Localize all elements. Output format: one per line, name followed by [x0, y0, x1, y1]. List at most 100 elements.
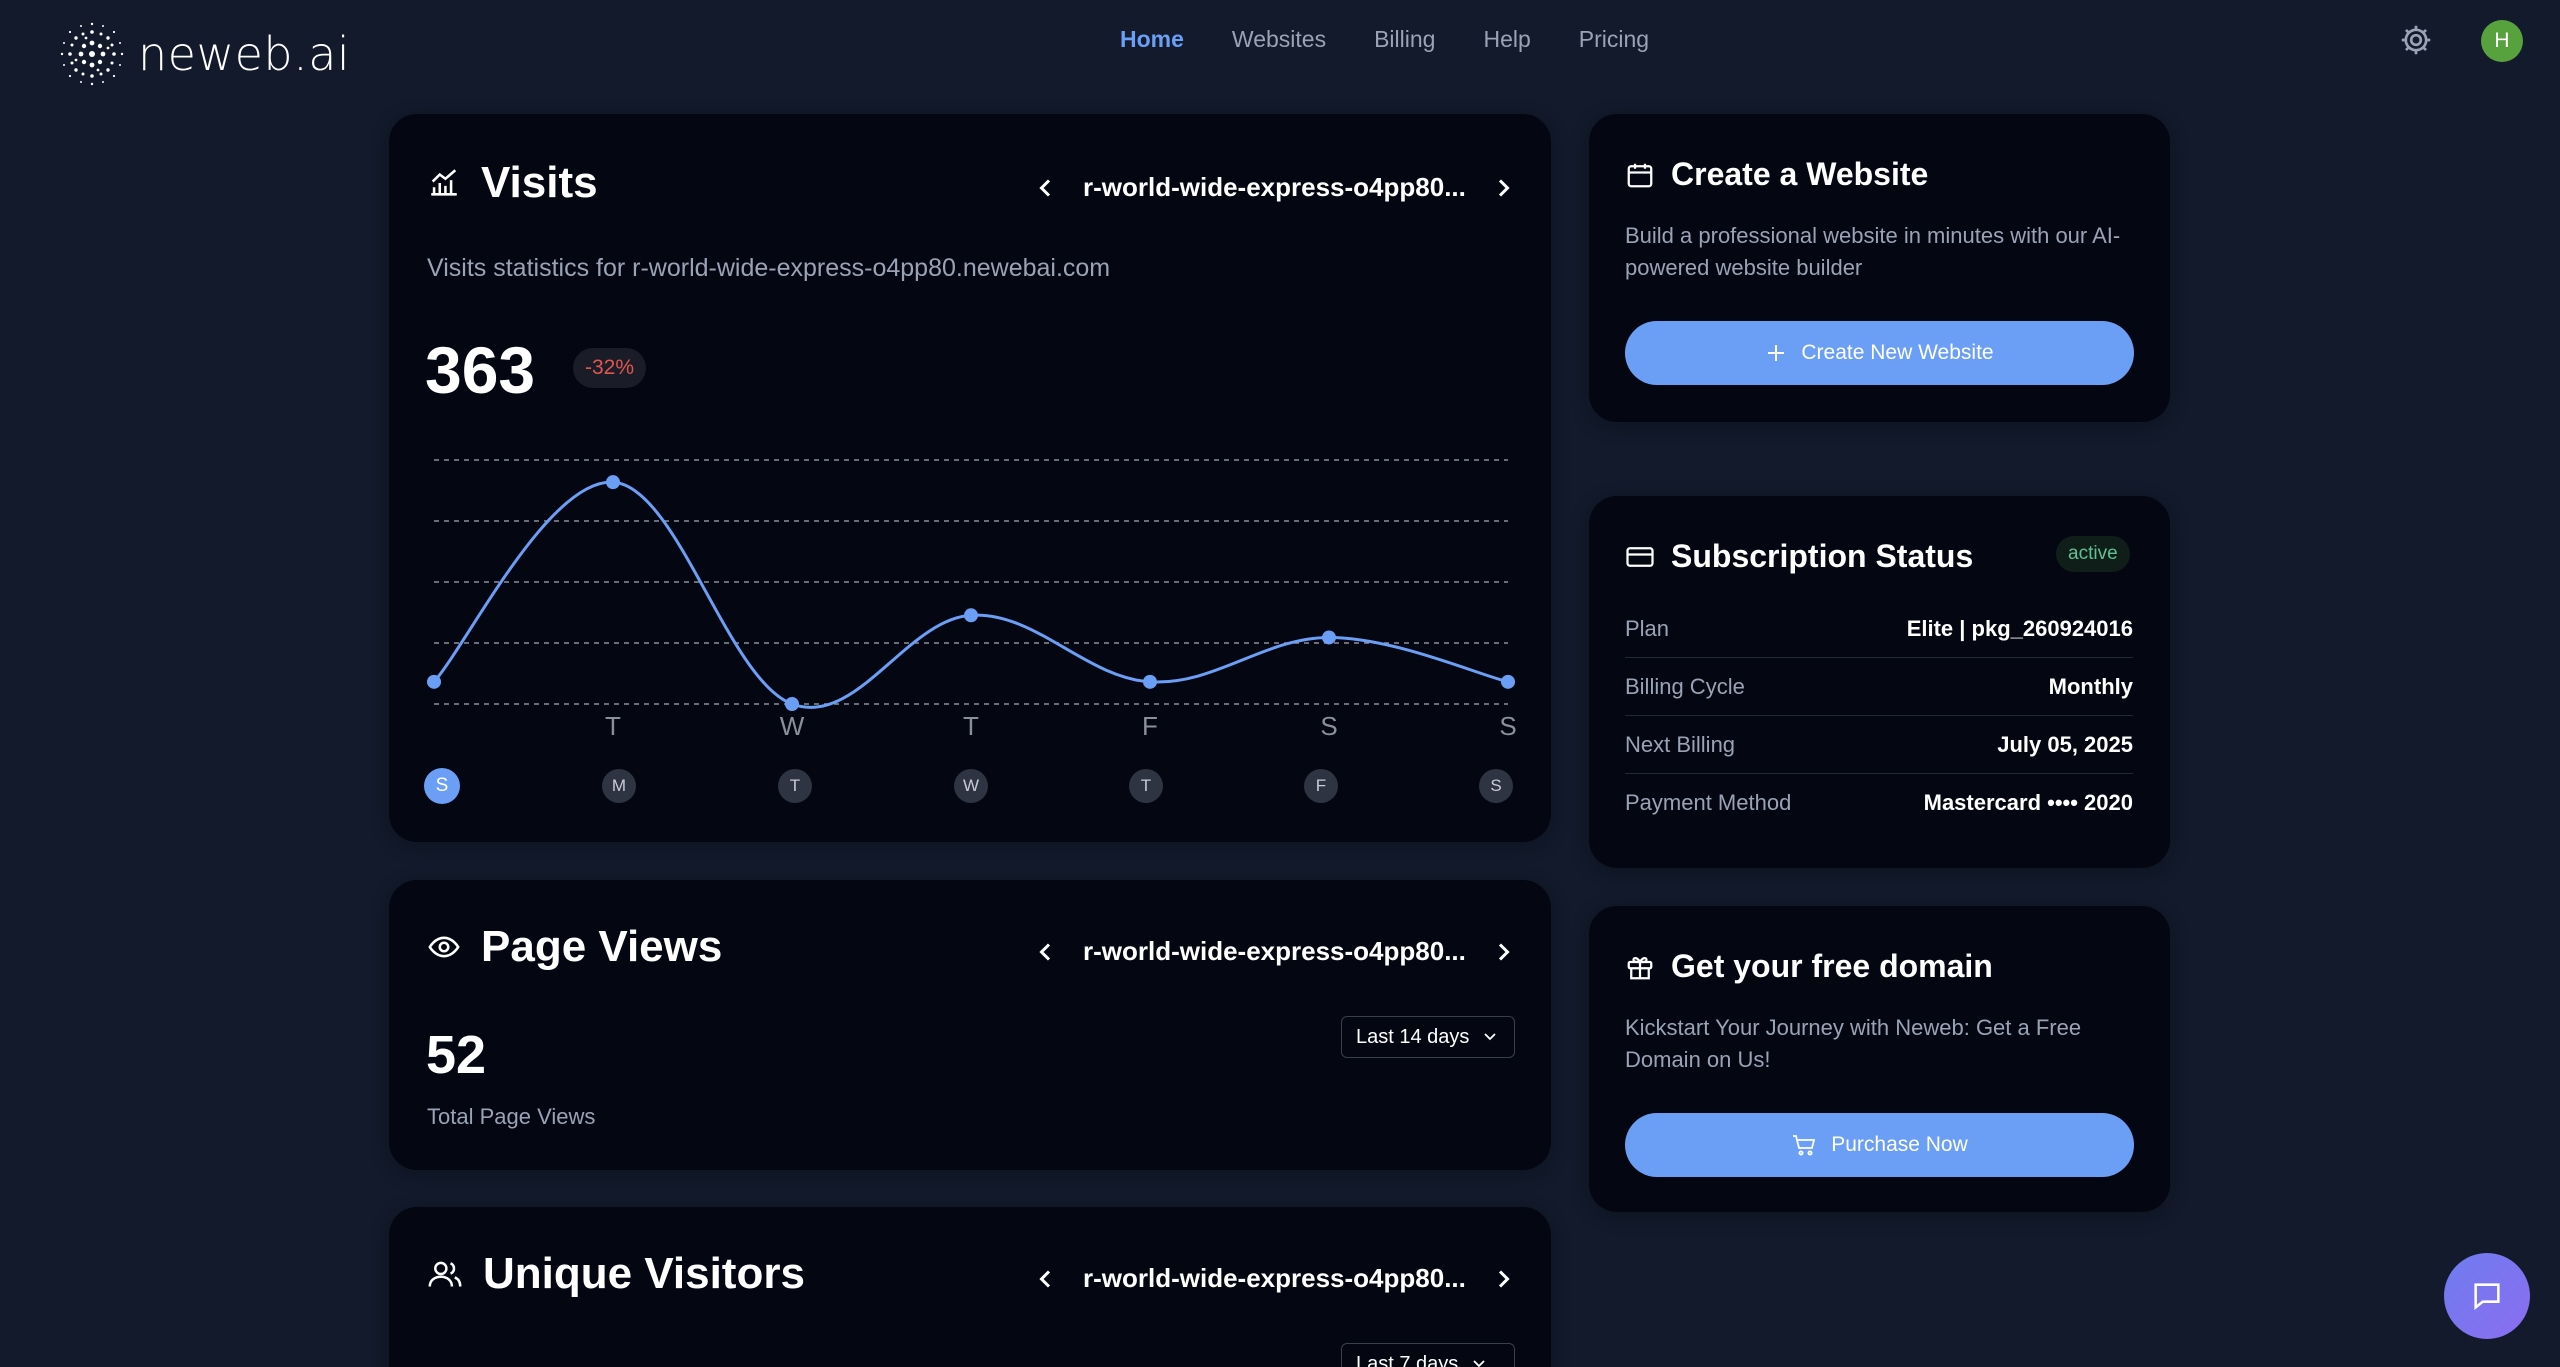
top-navigation-bar: neweb.ai Home Websites Billing Help Pric…: [0, 0, 2560, 86]
chevron-left-icon[interactable]: [1037, 940, 1055, 964]
visits-description: Visits statistics for r-world-wide-expre…: [427, 254, 1111, 282]
visits-total: 363: [425, 333, 536, 407]
unique-visitors-site-switcher: r-world-wide-express-o4pp80...: [1037, 1263, 1512, 1294]
visits-change-badge: -32%: [573, 348, 647, 388]
visits-header: Visits: [427, 158, 598, 208]
page-views-range-value: Last 14 days: [1356, 1025, 1470, 1048]
visits-series-line: [432, 480, 1509, 709]
subscription-row-next-billing: Next Billing July 05, 2025: [1625, 716, 2133, 774]
chat-bubble-icon: [2474, 1283, 2500, 1310]
row-key: Billing Cycle: [1625, 673, 1745, 699]
create-new-website-button[interactable]: Create New Website: [1625, 321, 2134, 385]
chart-x-tick-label: F: [1142, 711, 1158, 741]
visits-data-point[interactable]: [1143, 674, 1157, 689]
visits-site-name[interactable]: r-world-wide-express-o4pp80...: [1083, 172, 1466, 202]
chat-button[interactable]: [2444, 1253, 2530, 1339]
row-value: Mastercard •••• 2020: [1923, 790, 2133, 815]
day-filter-tuesday[interactable]: T: [778, 769, 812, 803]
row-key: Payment Method: [1625, 790, 1792, 815]
unique-visitors-card: Unique Visitors r-world-wide-express-o4p…: [389, 1207, 1551, 1367]
chevron-down-icon: [1473, 1360, 1485, 1367]
page-views-caption: Total Page Views: [427, 1104, 596, 1129]
visits-data-point[interactable]: [1501, 674, 1515, 689]
chart-x-tick-label: T: [963, 711, 979, 741]
create-website-header: Create a Website: [1625, 156, 1928, 193]
visits-data-point[interactable]: [964, 608, 978, 623]
subscription-row-payment-method: Payment Method Mastercard •••• 2020: [1625, 774, 2133, 832]
day-filter-friday[interactable]: F: [1304, 769, 1338, 803]
create-website-description: Build a professional website in minutes …: [1625, 223, 2121, 280]
calendar-icon: [1627, 163, 1653, 187]
nav-websites[interactable]: Websites: [1231, 26, 1327, 52]
page-views-site-switcher: r-world-wide-express-o4pp80...: [1037, 936, 1512, 967]
chevron-left-icon[interactable]: [1037, 1267, 1055, 1291]
visits-data-point[interactable]: [427, 674, 441, 689]
brand-name: neweb.ai: [138, 27, 351, 81]
free-domain-header: Get your free domain: [1625, 948, 1993, 985]
chart-x-tick-label: W: [780, 711, 805, 741]
credit-card-icon: [1626, 546, 1654, 567]
unique-visitors-title: Unique Visitors: [483, 1249, 805, 1298]
visits-data-point[interactable]: [785, 697, 799, 711]
create-new-website-label: Create New Website: [1801, 341, 1994, 364]
unique-visitors-range-select[interactable]: Last 7 days: [1341, 1343, 1515, 1367]
status-badge: active: [2056, 536, 2130, 572]
row-value: July 05, 2025: [1997, 731, 2133, 757]
chart-x-tick-label: S: [1499, 711, 1516, 741]
row-key: Plan: [1625, 615, 1670, 641]
free-domain-title: Get your free domain: [1671, 948, 1993, 984]
row-key: Next Billing: [1625, 731, 1736, 757]
row-value: Monthly: [2048, 673, 2133, 699]
page-views-site-name[interactable]: r-world-wide-express-o4pp80...: [1083, 936, 1466, 966]
page-views-card: Page Views r-world-wide-express-o4pp80..…: [389, 880, 1551, 1170]
users-icon: [428, 1261, 462, 1287]
page-views-total: 52: [426, 1025, 487, 1085]
chart-x-tick-label: S: [1320, 711, 1337, 741]
create-website-title: Create a Website: [1671, 156, 1929, 192]
plus-icon: [1768, 345, 1785, 361]
logo-icon: [60, 22, 124, 86]
day-filter-monday[interactable]: M: [602, 769, 636, 803]
eye-icon: [428, 936, 460, 958]
visits-site-switcher: r-world-wide-express-o4pp80...: [1037, 172, 1512, 203]
chevron-right-icon[interactable]: [1494, 940, 1512, 964]
day-filter-wednesday[interactable]: W: [954, 769, 988, 803]
gift-icon: [1627, 956, 1653, 979]
day-filter-sunday[interactable]: S: [424, 768, 460, 804]
day-filter-thursday[interactable]: T: [1129, 769, 1163, 803]
visits-card: Visits r-world-wide-express-o4pp80... Vi…: [389, 114, 1551, 842]
unique-visitors-site-name[interactable]: r-world-wide-express-o4pp80...: [1083, 1263, 1466, 1293]
nav-home[interactable]: Home: [1120, 26, 1184, 52]
main-nav: Home Websites Billing Help Pricing: [1120, 26, 1649, 53]
subscription-row-billing-cycle: Billing Cycle Monthly: [1625, 658, 2133, 716]
chevron-right-icon[interactable]: [1494, 1267, 1512, 1291]
cart-icon: [1793, 1135, 1816, 1156]
chevron-down-icon: [1484, 1033, 1497, 1041]
day-filter-saturday[interactable]: S: [1479, 769, 1513, 803]
chart-icon: [431, 169, 457, 196]
subscription-row-plan: Plan Elite | pkg_260924016: [1625, 600, 2133, 658]
chevron-right-icon[interactable]: [1494, 176, 1512, 200]
page-views-title: Page Views: [481, 922, 723, 971]
brand-logo[interactable]: neweb.ai: [56, 18, 350, 90]
nav-billing[interactable]: Billing: [1374, 26, 1436, 52]
nav-pricing[interactable]: Pricing: [1578, 26, 1650, 52]
unique-visitors-range-value: Last 7 days: [1356, 1352, 1459, 1367]
visits-data-point[interactable]: [1322, 630, 1336, 645]
chart-x-tick-label: T: [605, 711, 621, 741]
gear-icon[interactable]: [2398, 22, 2434, 58]
create-website-card: Create a Website Build a professional we…: [1589, 114, 2170, 422]
subscription-status-card: Subscription Status active Plan Elite | …: [1589, 496, 2170, 868]
row-value: Elite | pkg_260924016: [1906, 615, 2133, 641]
page-views-header: Page Views: [427, 922, 722, 972]
purchase-now-button[interactable]: Purchase Now: [1625, 1113, 2134, 1177]
visits-data-point[interactable]: [606, 475, 620, 490]
free-domain-card: Get your free domain Kickstart Your Jour…: [1589, 906, 2170, 1212]
subscription-header: Subscription Status: [1625, 538, 1973, 575]
nav-help[interactable]: Help: [1483, 26, 1531, 52]
chevron-left-icon[interactable]: [1037, 176, 1055, 200]
purchase-now-label: Purchase Now: [1831, 1133, 1968, 1156]
page-views-range-select[interactable]: Last 14 days: [1341, 1016, 1515, 1058]
avatar[interactable]: H: [2481, 20, 2523, 62]
